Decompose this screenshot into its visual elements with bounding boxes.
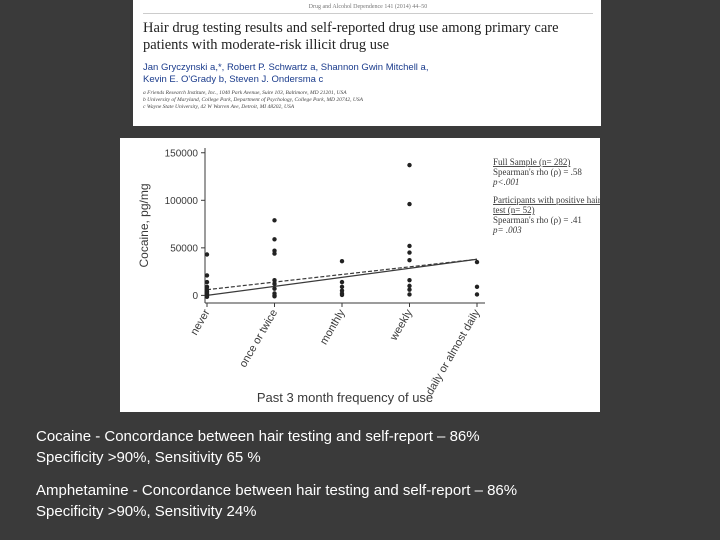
data-point xyxy=(407,277,412,283)
legend-stat: Spearman's rho (ρ) = .58 xyxy=(493,167,582,177)
legend-heading: test (n= 52) xyxy=(493,205,535,215)
legend-stat: Spearman's rho (ρ) = .41 xyxy=(493,215,582,225)
data-point xyxy=(339,279,345,285)
data-point xyxy=(204,294,210,300)
data-point xyxy=(272,286,277,291)
trend-line-positive-hair-test xyxy=(206,258,478,291)
caption-cocaine-line-1: Cocaine - Concordance between hair testi… xyxy=(36,428,480,445)
x-axis-label: Past 3 month frequency of use xyxy=(257,390,433,405)
affiliation-b: b University of Maryland, College Park, … xyxy=(143,97,363,103)
y-tick-label: 150000 xyxy=(165,148,199,159)
journal-reference: Drug and Alcohol Dependence 141 (2014) 4… xyxy=(143,4,593,14)
legend-stat: p= .003 xyxy=(492,225,522,235)
data-point xyxy=(407,250,412,255)
data-point xyxy=(272,218,277,223)
authors-line-1: Jan Gryczynski a,*, Robert P. Schwartz a… xyxy=(143,62,429,73)
data-point xyxy=(474,259,480,265)
data-point xyxy=(272,294,277,299)
affiliation-c: c Wayne State University, 42 W Warren Av… xyxy=(143,104,295,110)
data-point xyxy=(407,162,412,168)
data-point xyxy=(204,273,210,278)
y-tick-label: 0 xyxy=(192,291,198,302)
x-tick-label: weekly xyxy=(387,307,415,343)
caption-amphetamine-line-2: Specificity >90%, Sensitivity 24% xyxy=(36,503,257,520)
data-point xyxy=(474,284,480,290)
caption-cocaine-line-2: Specificity >90%, Sensitivity 65 % xyxy=(36,449,261,466)
legend-stat: p<.001 xyxy=(492,177,519,187)
scatter-figure: 0 50000 100000 150000 never once or twice mont… xyxy=(120,138,600,412)
paper-title: Hair drug testing results and self-repor… xyxy=(143,20,559,53)
data-point xyxy=(272,277,277,283)
data-point xyxy=(339,292,345,298)
y-tick-label: 100000 xyxy=(165,196,199,207)
affiliation-a: a Friends Research Institute, Inc., 1040… xyxy=(143,90,347,96)
data-point xyxy=(474,292,480,297)
x-tick-label: once or twice xyxy=(237,308,280,370)
x-tick-label: daily or almost daily xyxy=(424,307,483,397)
caption-cocaine: Cocaine - Concordance between hair testi… xyxy=(36,426,480,468)
trend-line-full-sample xyxy=(206,258,478,296)
data-point xyxy=(407,287,412,292)
data-point xyxy=(272,237,277,242)
legend-heading: Full Sample (n= 282) xyxy=(493,157,570,167)
caption-amphetamine-line-1: Amphetamine - Concordance between hair t… xyxy=(36,482,518,499)
data-point xyxy=(272,281,277,287)
y-tick-label: 50000 xyxy=(170,243,198,254)
affiliations: a Friends Research Institute, Inc., 1040… xyxy=(143,90,593,111)
data-point xyxy=(204,252,210,257)
author-list: Jan Gryczynski a,*, Robert P. Schwartz a… xyxy=(143,62,593,86)
authors-line-2: Kevin E. O'Grady b, Steven J. Ondersma c xyxy=(143,74,324,85)
data-point xyxy=(407,283,412,289)
data-point xyxy=(407,243,412,249)
data-point xyxy=(204,279,210,285)
x-tick-label: never xyxy=(188,307,212,337)
paper-header: Drug and Alcohol Dependence 141 (2014) 4… xyxy=(133,0,601,126)
y-axis-label: Cocaine, pg/mg xyxy=(137,183,151,267)
caption-amphetamine: Amphetamine - Concordance between hair t… xyxy=(36,480,517,522)
x-tick-label: monthly xyxy=(318,307,348,347)
scatter-chart: 0 50000 100000 150000 never once or twice mont… xyxy=(137,148,600,405)
data-point xyxy=(407,201,412,207)
data-point xyxy=(407,258,412,263)
data-point xyxy=(407,292,412,297)
data-point xyxy=(339,258,345,264)
data-point xyxy=(272,251,277,256)
legend-heading: Participants with positive hair xyxy=(493,195,600,205)
data-point xyxy=(339,284,345,290)
